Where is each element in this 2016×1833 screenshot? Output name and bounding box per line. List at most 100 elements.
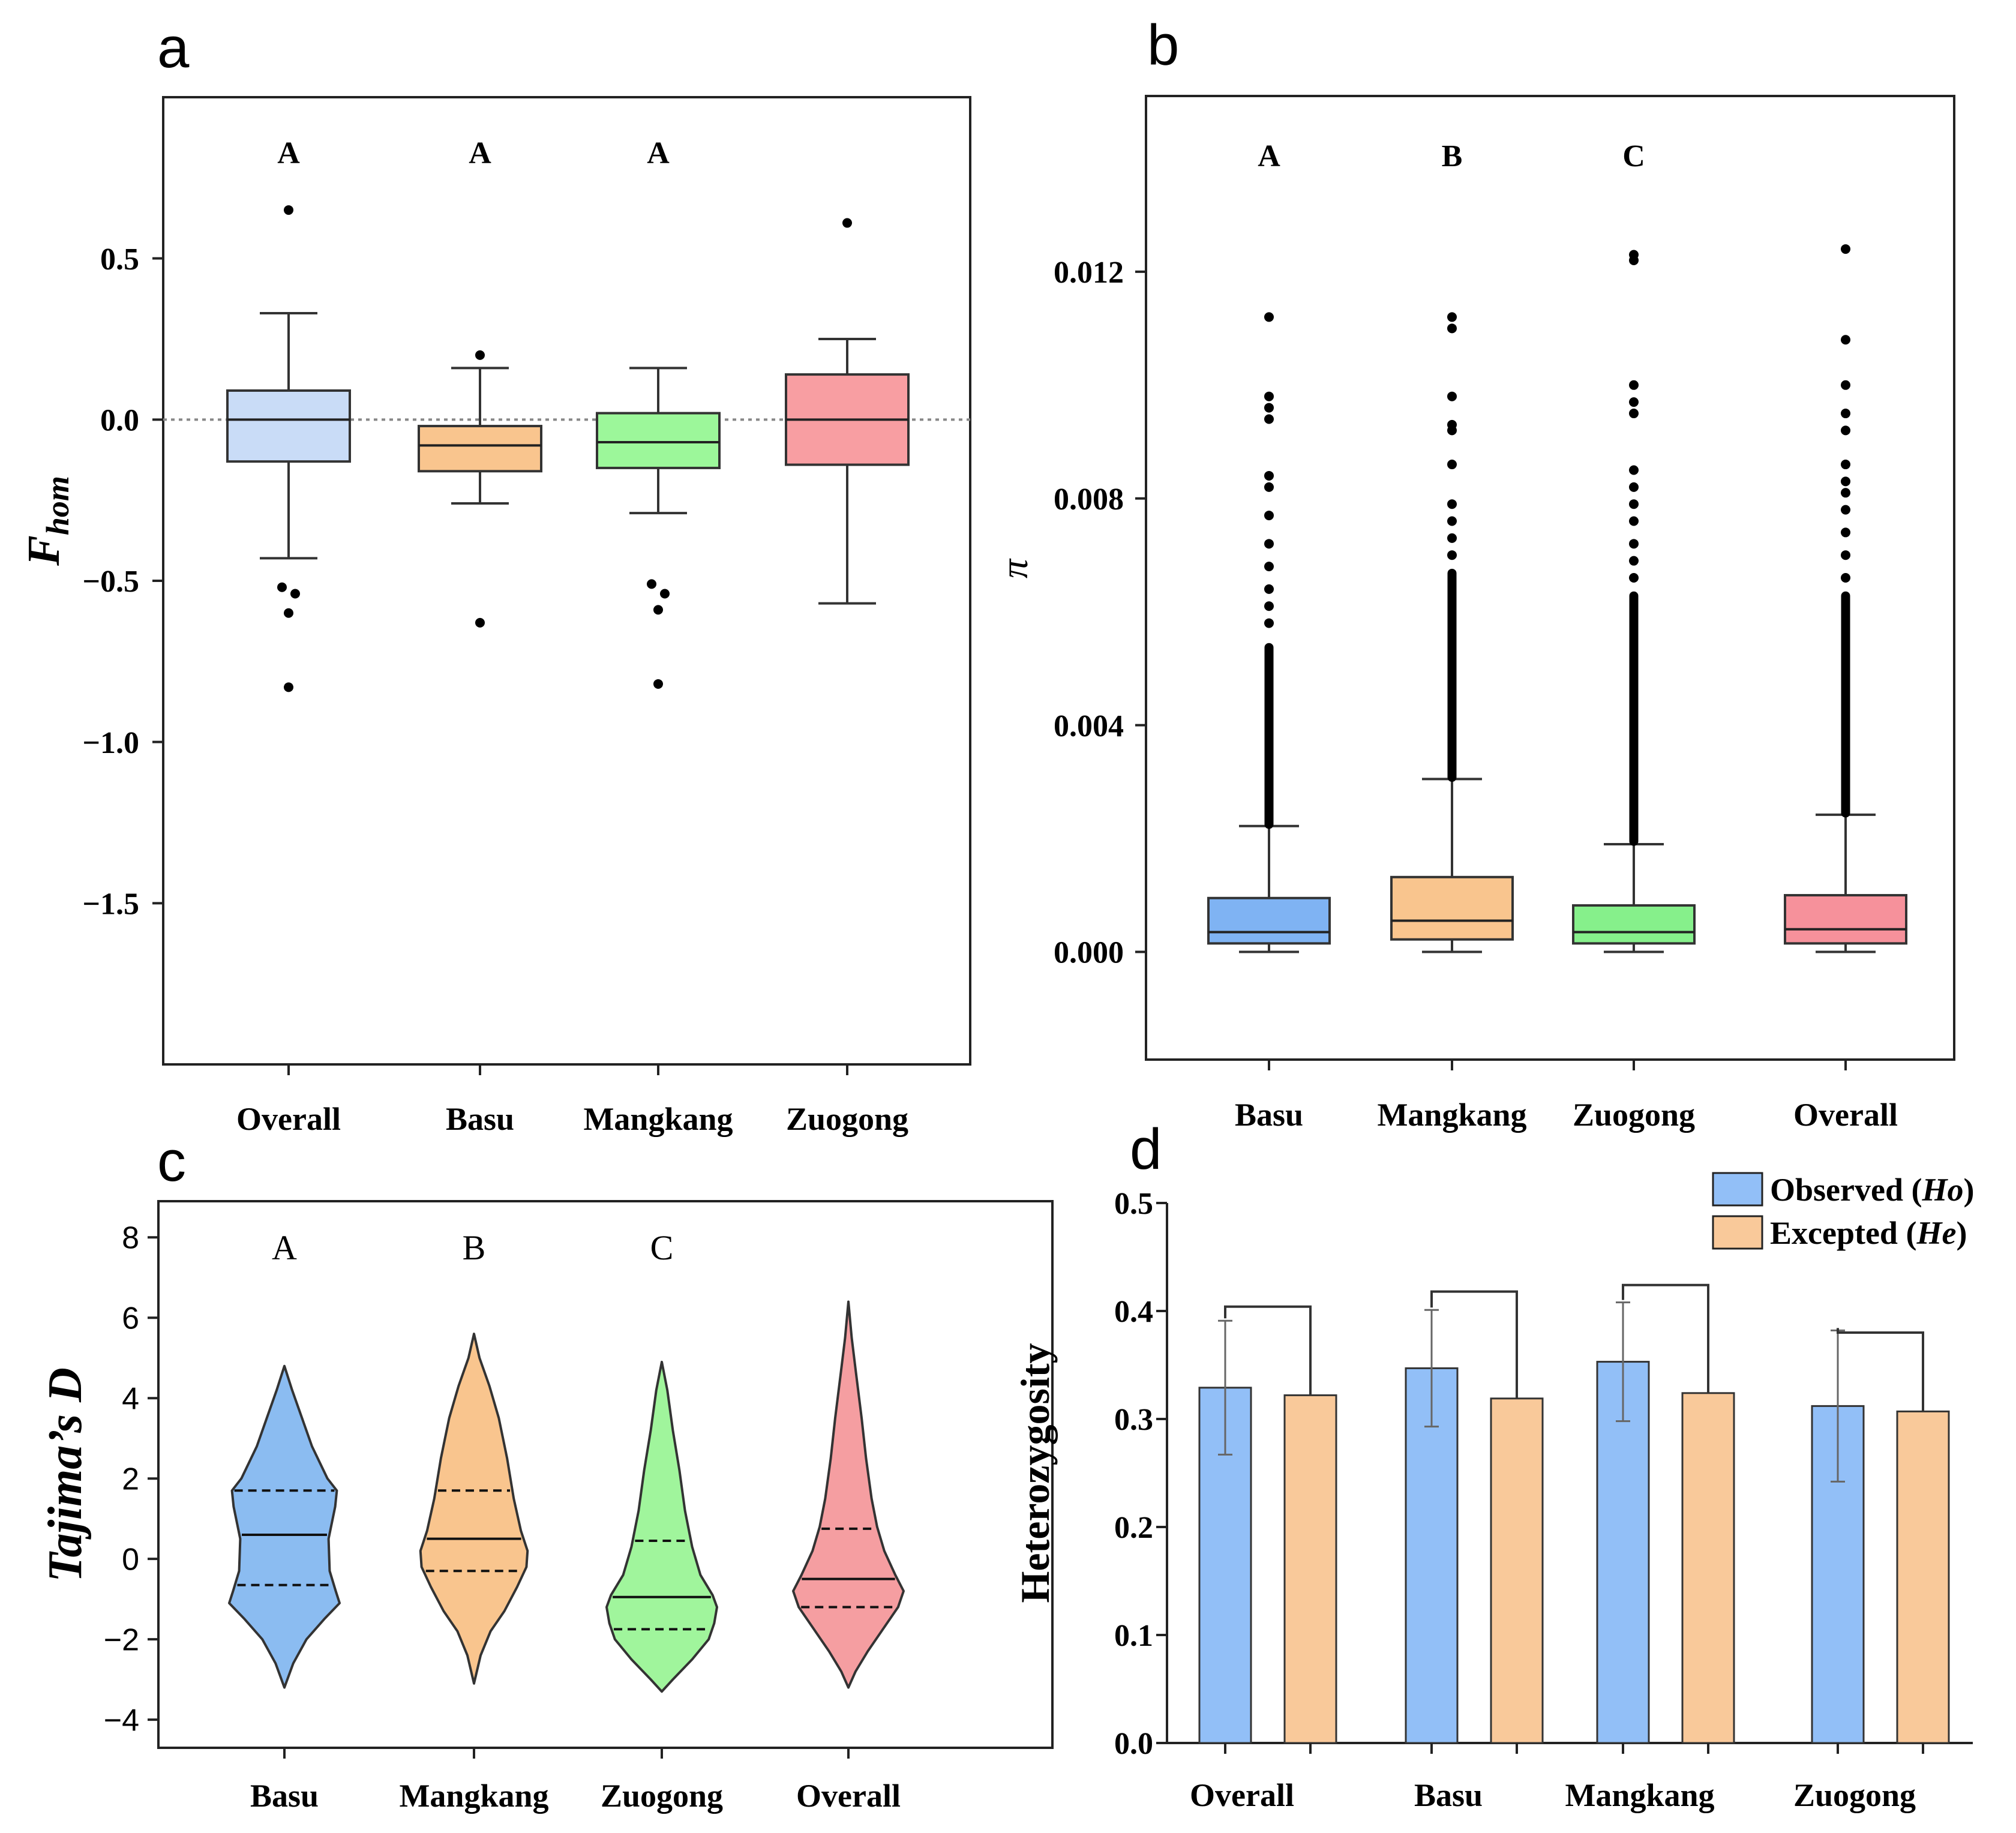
bar-excepted-basu: [1490, 1397, 1544, 1744]
significance-letter: A: [1258, 139, 1280, 173]
x-category-label-mangkang: Mangkang: [1377, 1097, 1526, 1133]
outlier-point-mangkang: [1447, 460, 1457, 470]
panel-c-ylabel: Tajima’s D: [39, 1367, 92, 1582]
outlier-point-overall: [1841, 425, 1850, 436]
legend-label-observed: Observed (Ho): [1770, 1172, 1974, 1208]
y-tick-label: 0.000: [1054, 936, 1124, 970]
outlier-point-overall: [1841, 550, 1850, 560]
outlier-point-mangkang: [1447, 312, 1457, 322]
outlier-point-basu: [1264, 584, 1274, 594]
outlier-point-basu: [1264, 391, 1274, 401]
panel-a-fhom-boxplot: Fhom 0.5 0.0 −0.5 −1.0 −1.5 Overall Basu Mangka…: [19, 96, 971, 1137]
outlier-point-basu: [1264, 539, 1274, 549]
outlier-point-zuogong: [1629, 573, 1639, 583]
significance-letter: B: [463, 1228, 486, 1267]
outlier-point-overall: [1841, 244, 1850, 254]
y-tick-label: 0.008: [1054, 482, 1124, 517]
outlier-point-overall: [277, 582, 287, 592]
panel-a-plot-frame: [162, 96, 971, 1066]
outlier-point-zuogong: [1629, 539, 1639, 549]
y-tick-label: 0.0: [100, 404, 139, 438]
outlier-point-basu: [1264, 470, 1274, 481]
outlier-point-zuogong: [1629, 397, 1639, 407]
outlier-point-mangkang: [653, 605, 663, 615]
outlier-point-zuogong: [842, 218, 852, 228]
y-tick-label: −4: [104, 1703, 139, 1738]
outlier-point-basu: [1264, 511, 1274, 521]
comparison-bracket-mangkang: [1622, 1283, 1709, 1393]
box-mangkang: [1390, 875, 1514, 941]
y-tick-label: 2: [122, 1462, 139, 1496]
y-tick-label: 0.004: [1054, 709, 1124, 743]
outlier-point-overall: [284, 205, 293, 215]
outlier-point-mangkang: [1447, 419, 1457, 430]
outlier-point-overall: [290, 589, 300, 599]
comparison-bracket-basu: [1430, 1290, 1518, 1399]
panel-b-ylabel: π: [993, 558, 1036, 578]
significance-letter: C: [650, 1228, 674, 1267]
outlier-point-mangkang: [1447, 533, 1457, 543]
panel-d-legend: Observed (Ho) Excepted (He): [1712, 1172, 1974, 1251]
legend-swatch-excepted: [1712, 1215, 1763, 1250]
x-category-label-basu: Basu: [250, 1778, 319, 1814]
box-overall: [226, 389, 351, 463]
outlier-point-overall: [284, 682, 293, 692]
outlier-point-basu: [475, 350, 485, 360]
legend-label-excepted: Excepted (He): [1770, 1215, 1967, 1251]
panel-label-d: d: [1130, 1117, 1162, 1181]
significance-letter: A: [272, 1228, 297, 1267]
outlier-point-zuogong: [1629, 250, 1639, 260]
panel-c-tajima-violin: Tajima’s D 8 6 4 2 0 −2 −4 Basu Mangkang Zuogong O…: [39, 1200, 1054, 1814]
y-tick-label: 6: [122, 1301, 139, 1336]
outlier-point-basu: [1264, 312, 1274, 322]
outlier-point-overall: [1841, 476, 1850, 487]
x-category-label-zuogong: Zuogong: [1573, 1097, 1695, 1133]
x-category-label-zuogong: Zuogong: [1793, 1777, 1916, 1813]
outlier-point-zuogong: [1629, 516, 1639, 526]
panel-c-plot-frame: [157, 1200, 1054, 1749]
panel-label-c: c: [157, 1129, 186, 1193]
outlier-point-mangkang: [1447, 391, 1457, 401]
outlier-point-basu: [1264, 403, 1274, 413]
y-tick-label: 8: [122, 1220, 139, 1255]
outlier-point-mangkang: [653, 679, 663, 689]
outlier-point-mangkang: [1447, 323, 1457, 334]
x-category-label-zuogong: Zuogong: [601, 1778, 723, 1814]
outlier-point-mangkang: [1447, 499, 1457, 509]
outlier-point-basu: [1264, 482, 1274, 492]
significance-letter: A: [277, 136, 300, 170]
outlier-point-mangkang: [660, 589, 670, 599]
x-category-label-overall: Overall: [1190, 1777, 1294, 1813]
y-tick-label: −2: [104, 1622, 139, 1657]
y-tick-label: −0.5: [82, 565, 139, 599]
bar-excepted-zuogong: [1896, 1410, 1950, 1744]
x-category-label-basu: Basu: [446, 1101, 514, 1137]
x-category-label-basu: Basu: [1235, 1097, 1303, 1133]
outlier-point-overall: [1841, 380, 1850, 390]
y-tick-label: 0.5: [1114, 1187, 1153, 1221]
x-category-label-basu: Basu: [1414, 1777, 1483, 1813]
outlier-point-basu: [475, 617, 485, 628]
outlier-point-basu: [1264, 618, 1274, 628]
outlier-point-overall: [1841, 409, 1850, 419]
y-tick-label: 0.5: [100, 242, 139, 277]
outlier-point-mangkang: [647, 579, 656, 589]
panel-label-b: b: [1147, 13, 1179, 77]
outlier-point-overall: [1841, 505, 1850, 515]
box-zuogong: [1572, 904, 1696, 945]
y-tick-label: 0.0: [1114, 1727, 1153, 1761]
x-category-label-mangkang: Mangkang: [583, 1101, 733, 1137]
panel-b-pi-boxplot: π 0.012 0.008 0.004 0.000 Basu Mangkang Zuogon…: [993, 95, 1955, 1133]
outlier-point-zuogong: [1629, 482, 1639, 492]
panel-d-ylabel: Heterozygosity: [1012, 1343, 1058, 1603]
x-category-label-overall: Overall: [236, 1101, 341, 1137]
panel-b-plot-frame: [1145, 95, 1955, 1061]
x-category-label-zuogong: Zuogong: [786, 1101, 908, 1137]
outlier-point-overall: [1841, 488, 1850, 498]
legend-swatch-observed: [1712, 1172, 1763, 1207]
panel-d-heterozygosity-bars: Heterozygosity 0.0 0.1 0.2 0.3 0.4 0.5 Overall…: [1012, 1172, 1974, 1813]
outlier-point-overall: [284, 608, 293, 618]
y-tick-label: 0.012: [1054, 256, 1124, 290]
panel-a-ylabel: Fhom: [19, 476, 76, 566]
outlier-point-overall: [1841, 335, 1850, 345]
